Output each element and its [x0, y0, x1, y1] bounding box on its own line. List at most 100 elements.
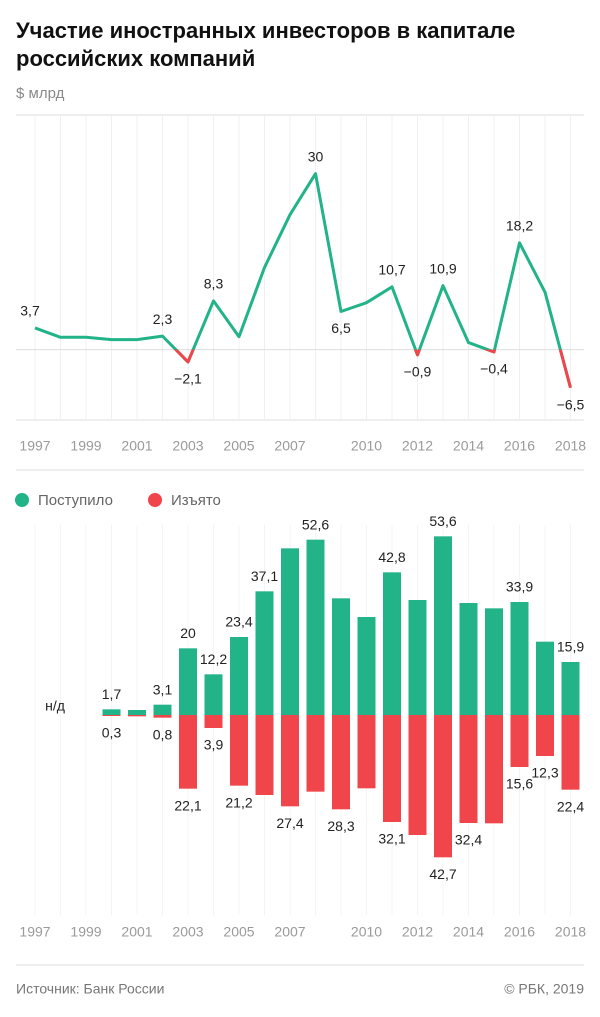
- data-label: 0,8: [153, 726, 173, 742]
- x-tick-label: 2007: [274, 438, 305, 454]
- bar: [510, 602, 529, 715]
- bar: [536, 715, 554, 756]
- data-label: 0,3: [102, 725, 122, 741]
- bar: [204, 674, 223, 715]
- data-label: 52,6: [302, 516, 329, 532]
- bar: [434, 715, 452, 858]
- data-label: 21,2: [225, 794, 252, 810]
- data-label: 15,9: [557, 639, 584, 655]
- data-label: 20: [180, 625, 196, 641]
- bar: [230, 637, 248, 715]
- data-label: 28,3: [327, 818, 354, 834]
- legend-marker: [15, 493, 29, 507]
- bar: [306, 539, 325, 715]
- bar: [255, 591, 274, 715]
- bar: [281, 715, 299, 807]
- data-label: 42,8: [378, 549, 405, 565]
- bar: [306, 715, 325, 792]
- bar: [128, 715, 146, 717]
- data-label: −2,1: [174, 371, 202, 387]
- x-tick-label: 2007: [274, 924, 305, 940]
- bar: [179, 648, 197, 715]
- x-tick-label: 2003: [172, 924, 203, 940]
- legend-marker: [148, 493, 162, 507]
- x-tick-label: 1999: [70, 438, 101, 454]
- title: российских компаний: [16, 46, 255, 71]
- data-label: −0,4: [480, 361, 508, 377]
- data-label: 6,5: [331, 320, 351, 336]
- data-label: 33,9: [506, 579, 533, 595]
- copyright: © РБК, 2019: [504, 981, 584, 997]
- bar: [204, 715, 223, 728]
- x-tick-label: 2001: [121, 438, 152, 454]
- data-label: 42,7: [429, 866, 456, 882]
- data-label: −0,9: [404, 364, 432, 380]
- bar: [255, 715, 274, 795]
- data-label: 37,1: [251, 568, 278, 584]
- x-tick-label: 2016: [504, 924, 535, 940]
- data-label: 1,7: [102, 686, 122, 702]
- x-tick-label: 2018: [555, 924, 586, 940]
- bar: [561, 662, 580, 715]
- data-label: 22,1: [174, 797, 201, 813]
- x-tick-label: 2010: [351, 438, 382, 454]
- data-label: 18,2: [506, 218, 533, 234]
- data-label: 30: [308, 148, 324, 164]
- bar: [102, 715, 121, 716]
- bar: [434, 536, 452, 715]
- data-label: −6,5: [557, 396, 585, 412]
- x-tick-label: 2012: [402, 438, 433, 454]
- data-label: 2,3: [153, 311, 173, 327]
- bar: [459, 603, 478, 715]
- line: [34, 172, 572, 389]
- x-tick-label: 2003: [172, 438, 203, 454]
- bar: [536, 641, 554, 715]
- bar: [153, 704, 172, 715]
- subtitle: $ млрд: [16, 85, 65, 102]
- data-label: 53,6: [429, 513, 456, 529]
- bar: [383, 572, 401, 715]
- negative-line: [173, 349, 572, 389]
- bar: [102, 709, 121, 715]
- data-label: 15,6: [506, 776, 533, 792]
- bar: [281, 548, 299, 715]
- bar: [408, 600, 427, 715]
- x-tick-label: 2014: [453, 924, 484, 940]
- x-tick-label: 2012: [402, 924, 433, 940]
- title: Участие иностранных инвесторов в капитал…: [16, 18, 515, 43]
- data-label: 32,1: [378, 831, 405, 847]
- data-label: 3,9: [204, 737, 224, 753]
- bar: [332, 715, 350, 810]
- data-label: 32,4: [455, 832, 482, 848]
- data-label: 10,9: [429, 260, 456, 276]
- x-tick-label: 2001: [121, 924, 152, 940]
- bar: [459, 715, 478, 823]
- bar: [153, 715, 172, 718]
- x-tick-label: 1997: [19, 438, 50, 454]
- data-label: 8,3: [204, 276, 224, 292]
- x-tick-label: 2005: [223, 438, 254, 454]
- data-label: 12,3: [531, 765, 558, 781]
- legend-label: Поступило: [38, 492, 113, 509]
- bar: [383, 715, 401, 822]
- bar: [408, 715, 427, 835]
- legend-label: Изъято: [171, 492, 221, 509]
- x-tick-label: 2014: [453, 438, 484, 454]
- x-tick-label: 2005: [223, 924, 254, 940]
- x-tick-label: 1997: [19, 924, 50, 940]
- bar: [179, 715, 197, 789]
- data-label: 22,4: [557, 798, 584, 814]
- bar: [561, 715, 580, 790]
- x-tick-label: 2018: [555, 438, 586, 454]
- bar: [357, 715, 376, 789]
- data-label: 27,4: [276, 815, 303, 831]
- bar: [510, 715, 529, 767]
- data-label: 12,2: [200, 651, 227, 667]
- annotation: н/д: [45, 698, 65, 714]
- bar: [332, 598, 350, 715]
- data-label: 10,7: [378, 262, 405, 278]
- bar: [485, 608, 503, 715]
- source: Источник: Банк России: [16, 981, 164, 997]
- data-label: 3,1: [153, 681, 173, 697]
